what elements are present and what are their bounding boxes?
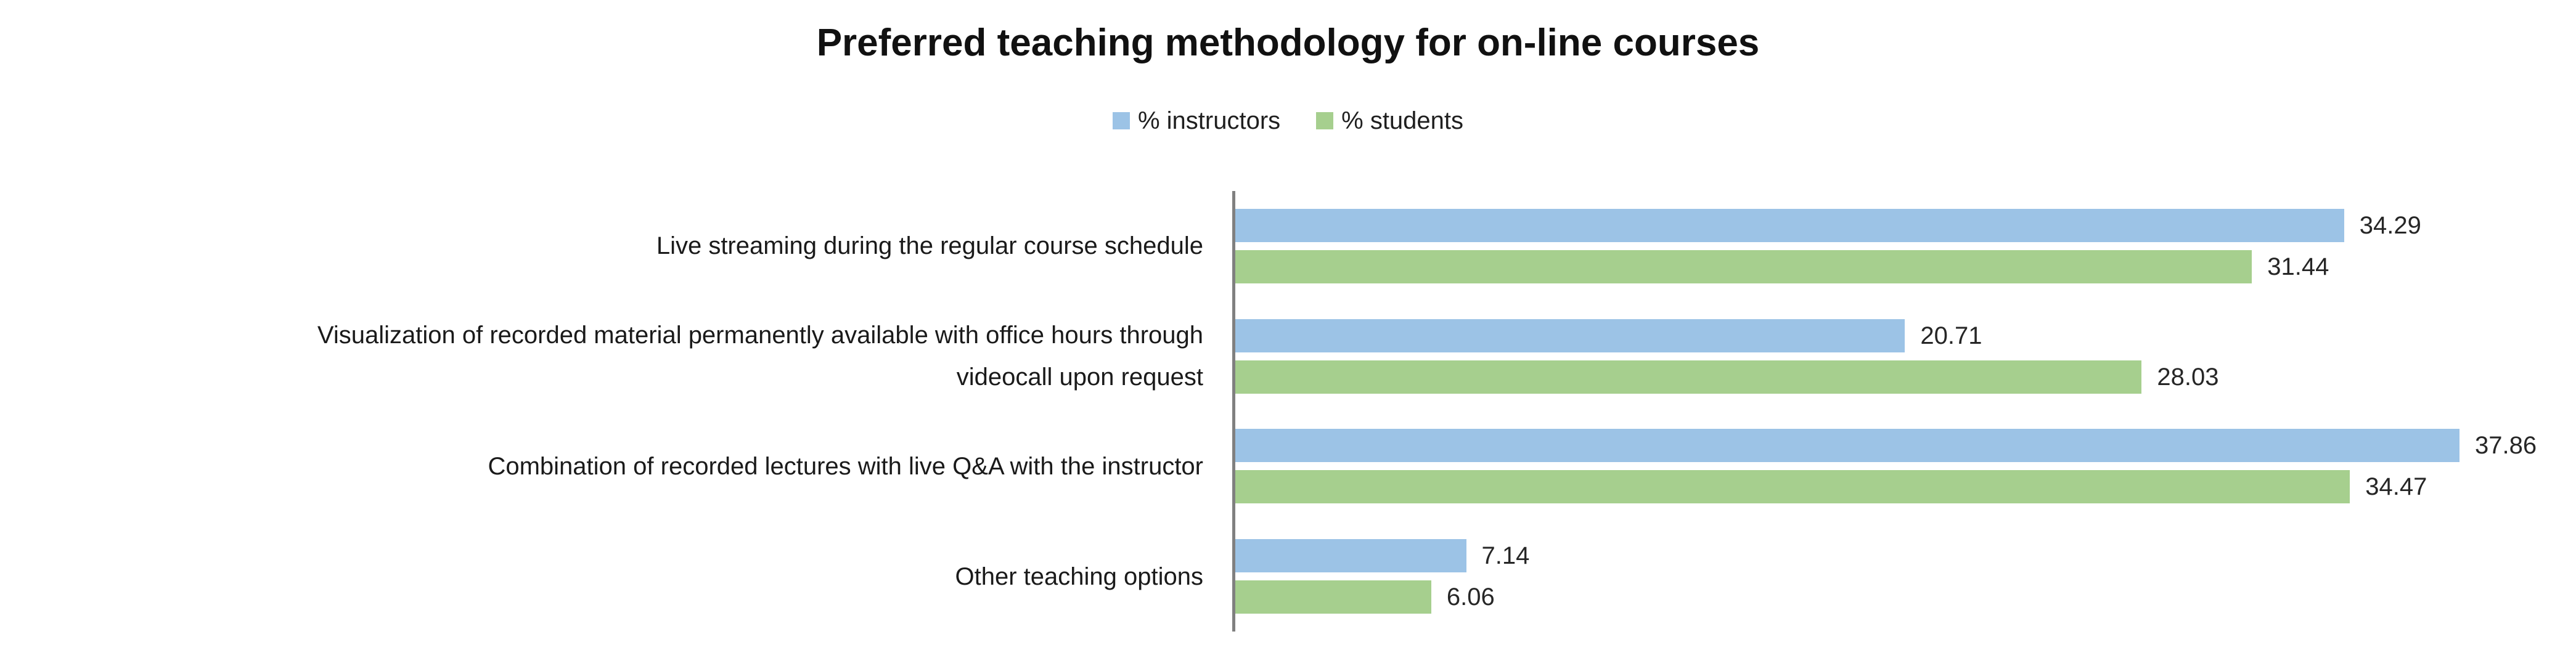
category-label-line: Combination of recorded lectures with li… bbox=[488, 452, 1203, 480]
bar-instructors-1[interactable] bbox=[1235, 319, 1905, 352]
legend-swatch-students-icon bbox=[1316, 112, 1334, 129]
legend-label-instructors: % instructors bbox=[1137, 107, 1281, 134]
category-axis-line bbox=[1232, 191, 1235, 632]
legend-label-students: % students bbox=[1341, 107, 1464, 134]
legend-swatch-instructors-icon bbox=[1112, 112, 1130, 129]
bar-instructors-0[interactable] bbox=[1235, 208, 2344, 242]
bar-value-instructors-1: 20.71 bbox=[1920, 322, 1982, 349]
bar-students-3[interactable] bbox=[1235, 580, 1431, 614]
bar-value-students-3: 6.06 bbox=[1446, 583, 1495, 611]
bar-value-students-1: 28.03 bbox=[2157, 363, 2219, 391]
bar-students-0[interactable] bbox=[1235, 250, 2252, 283]
chart-legend: % instructors % students bbox=[0, 106, 2576, 136]
category-label-line: Other teaching options bbox=[955, 563, 1203, 590]
bar-value-instructors-2: 37.86 bbox=[2475, 432, 2537, 460]
bar-value-instructors-3: 7.14 bbox=[1481, 542, 1530, 570]
bar-instructors-2[interactable] bbox=[1235, 429, 2460, 463]
category-label: Live streaming during the regular course… bbox=[0, 191, 1203, 301]
category-label: Other teaching options bbox=[0, 521, 1203, 632]
bar-value-students-0: 31.44 bbox=[2267, 253, 2329, 280]
bar-instructors-3[interactable] bbox=[1235, 539, 1466, 573]
bar-value-students-2: 34.47 bbox=[2365, 473, 2427, 501]
legend-item-instructors[interactable]: % instructors bbox=[1112, 107, 1281, 134]
category-label: Visualization of recorded material perma… bbox=[0, 301, 1203, 412]
bar-students-2[interactable] bbox=[1235, 470, 2350, 504]
category-label: Combination of recorded lectures with li… bbox=[0, 412, 1203, 522]
bar-value-instructors-0: 34.29 bbox=[2359, 211, 2421, 239]
category-label-line: videocall upon request bbox=[956, 364, 1203, 391]
bar-students-1[interactable] bbox=[1235, 360, 2142, 394]
chart-title: Preferred teaching methodology for on-li… bbox=[816, 22, 1760, 64]
category-label-line: Live streaming during the regular course… bbox=[656, 232, 1203, 260]
legend-item-students[interactable]: % students bbox=[1316, 108, 1463, 133]
category-label-line: Visualization of recorded material perma… bbox=[317, 322, 1203, 349]
